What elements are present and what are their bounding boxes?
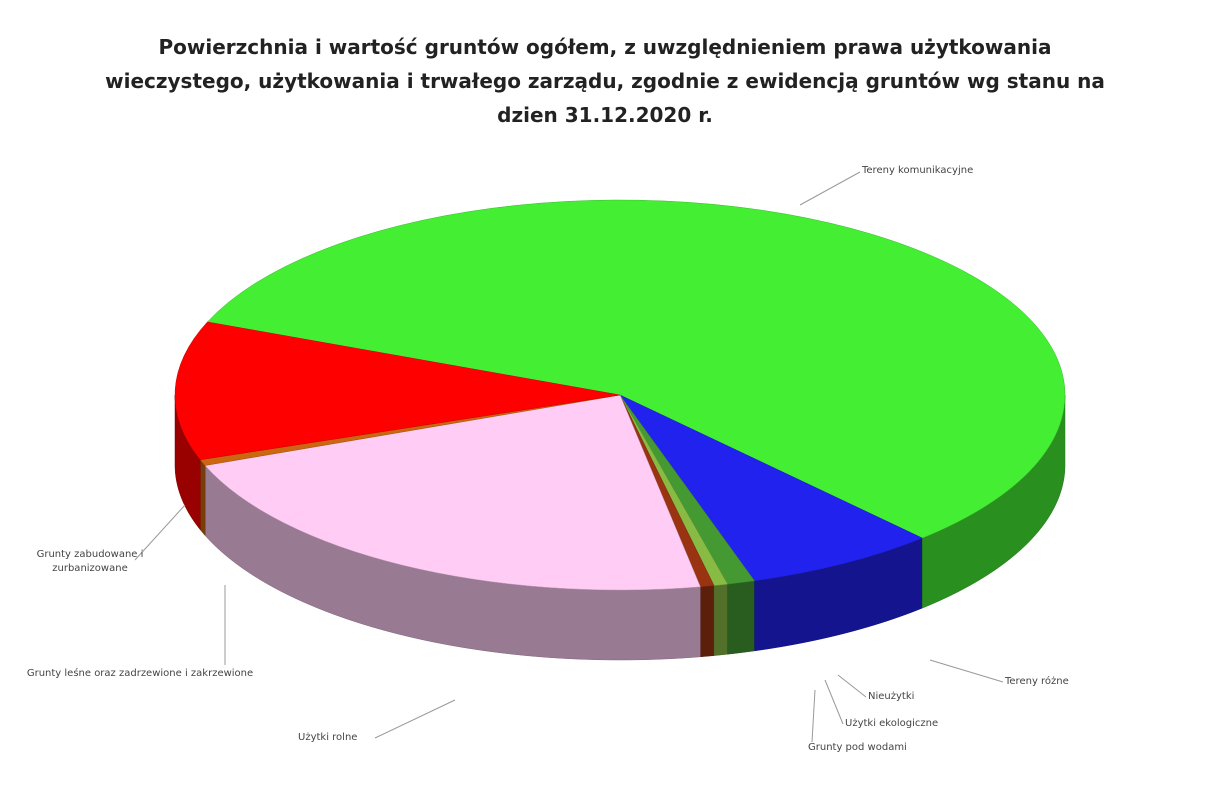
slice-side bbox=[727, 580, 755, 655]
leader-line bbox=[824, 679, 844, 725]
slice bbox=[206, 199, 1066, 539]
slice-label: Użytki ekologiczne bbox=[845, 718, 939, 729]
slice-label: Grunty leśne oraz zadrzewione i zakrzewi… bbox=[26, 668, 254, 679]
slice bbox=[619, 394, 923, 582]
slice bbox=[204, 394, 701, 591]
slice-label: Użytki rolne bbox=[298, 732, 358, 743]
slice-label: Tereny różne bbox=[1005, 676, 1069, 687]
slice-side bbox=[200, 459, 206, 537]
slice-label: Nieużytki bbox=[868, 691, 915, 702]
leader-line bbox=[799, 171, 861, 206]
slice-label: Tereny komunikacyjne bbox=[862, 165, 974, 176]
leader-line bbox=[134, 504, 186, 561]
leader-line bbox=[811, 689, 816, 743]
leader-line bbox=[929, 659, 1004, 683]
slice-label: Grunty pod wodami bbox=[808, 742, 907, 753]
slice bbox=[174, 321, 621, 461]
slice-label: Grunty zabudowane i zurbanizowane bbox=[36, 549, 144, 574]
chart-title: Powierzchnia i wartość gruntów ogółem, z… bbox=[105, 35, 1105, 127]
slice-side bbox=[713, 583, 728, 656]
leader-line bbox=[374, 699, 456, 739]
slice-side bbox=[700, 585, 715, 658]
leader-line bbox=[837, 674, 867, 698]
